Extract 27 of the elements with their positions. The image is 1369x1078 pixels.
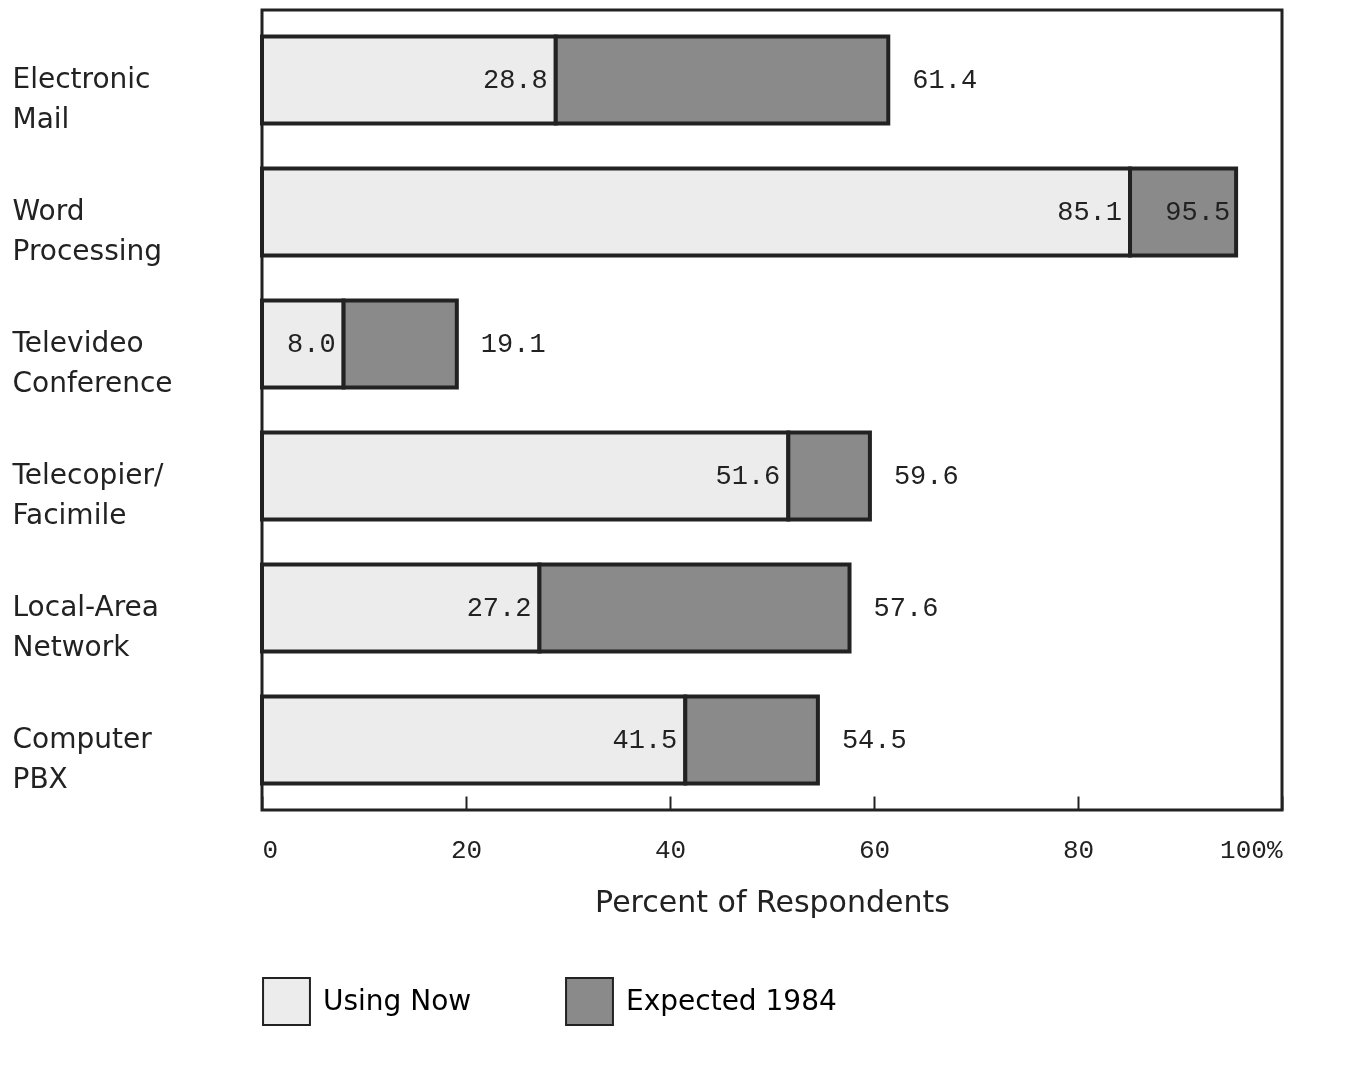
y-tick-label: Word Processing	[12, 193, 163, 267]
x-tick-label: 0	[262, 835, 279, 866]
data-label: 28.8	[482, 65, 548, 96]
total-label: 61.4	[912, 65, 978, 96]
data-label: 41.5	[612, 726, 678, 757]
data-label: 27.2	[466, 594, 532, 625]
x-tick-label: 60	[858, 835, 891, 866]
data-label: 51.6	[715, 462, 781, 493]
y-tick-label: Telecopier/ Facimile	[11, 458, 164, 532]
y-tick-label: Local-Area Network	[12, 590, 159, 664]
x-tick-label: 40	[654, 835, 687, 866]
total-label: 95.5	[1165, 197, 1231, 228]
legend-label: Expected 1984	[626, 983, 837, 1017]
x-tick-label: 20	[450, 835, 483, 866]
y-tick-label: Computer PBX	[12, 722, 153, 796]
total-label: 57.6	[873, 594, 939, 625]
data-label: 8.0	[286, 329, 336, 360]
x-tick-label: 100%	[1220, 835, 1283, 866]
total-label: 54.5	[841, 726, 907, 757]
x-tick-label: 80	[1062, 835, 1095, 866]
x-axis-title: Percent of Respondents	[595, 883, 950, 919]
total-label: 19.1	[480, 329, 546, 360]
total-label: 59.6	[893, 462, 959, 493]
y-tick-label: Televideo Conference	[11, 325, 173, 399]
y-tick-label: Electronic Mail	[12, 61, 151, 135]
data-label: 85.1	[1057, 197, 1123, 228]
legend-label: Using Now	[323, 983, 472, 1017]
